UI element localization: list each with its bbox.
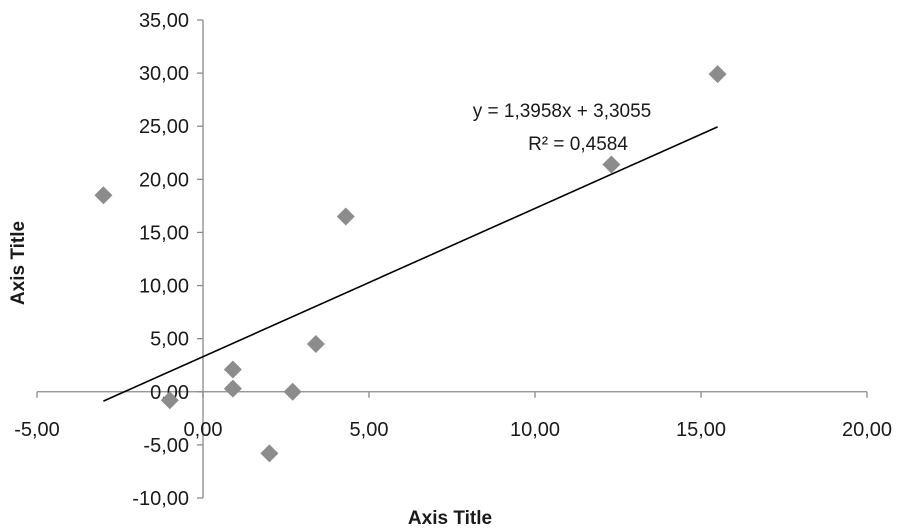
x-tick-label: -5,00 — [14, 419, 60, 441]
trendline — [103, 126, 718, 402]
x-tick-label: 10,00 — [510, 419, 560, 441]
data-point — [336, 207, 355, 226]
y-tick-label: 5,00 — [150, 329, 189, 351]
y-tick-label: 15,00 — [139, 222, 189, 244]
axes — [37, 20, 867, 498]
x-tick-label: 20,00 — [842, 419, 892, 441]
x-axis-title: Axis Title — [408, 508, 492, 529]
data-point — [160, 391, 179, 410]
trendline-equation: y = 1,3958x + 3,3055 — [473, 101, 652, 122]
data-points — [94, 65, 727, 463]
y-tick-label: 25,00 — [139, 116, 189, 138]
data-point — [223, 379, 242, 398]
data-point — [260, 444, 279, 463]
data-point — [708, 65, 727, 84]
x-tick-label: 5,00 — [350, 419, 389, 441]
data-point — [306, 334, 325, 353]
trendline-r-squared: R² = 0,4584 — [528, 134, 628, 155]
y-tick-label: -5,00 — [143, 435, 189, 457]
y-axis-title: Axis Title — [8, 221, 29, 305]
y-tick-label: 30,00 — [139, 63, 189, 85]
data-point — [283, 382, 302, 401]
x-tick-label: 15,00 — [676, 419, 726, 441]
data-point — [223, 360, 242, 379]
y-tick-label: 35,00 — [139, 10, 189, 32]
x-ticks: -5,00 0,00 5,00 10,00 15,00 20,00 — [14, 391, 892, 441]
y-tick-label: 10,00 — [139, 276, 189, 298]
y-tick-label: -10,00 — [132, 488, 189, 510]
x-tick-label: 0,00 — [184, 419, 223, 441]
data-point — [602, 155, 621, 174]
y-tick-label: 20,00 — [139, 169, 189, 191]
y-ticks: -10,00-5,000,005,0010,0015,0020,0025,003… — [132, 10, 203, 510]
trendline-group — [103, 126, 718, 402]
data-point — [94, 186, 113, 205]
